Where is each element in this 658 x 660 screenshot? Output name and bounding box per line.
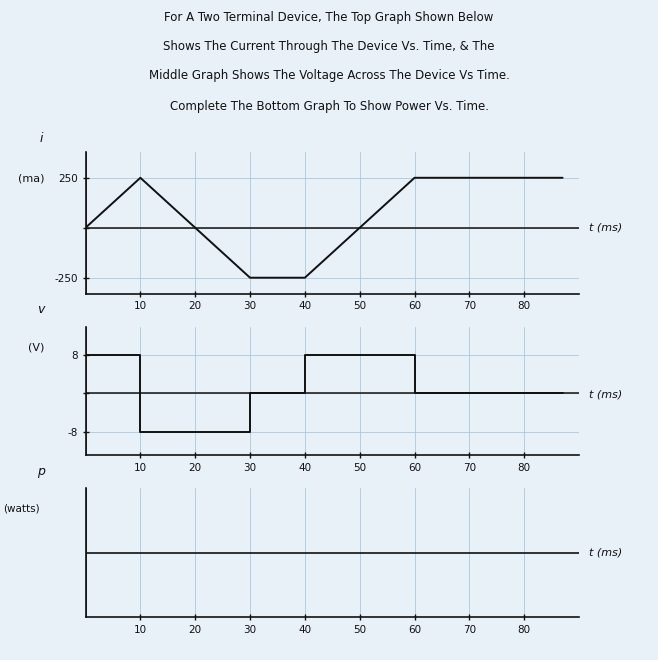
Text: p: p [38, 465, 45, 478]
Text: v: v [38, 304, 45, 316]
Text: t (ms): t (ms) [589, 548, 622, 558]
Text: Shows The Current Through The Device Vs. Time, & The: Shows The Current Through The Device Vs.… [163, 40, 495, 53]
Text: t (ms): t (ms) [589, 390, 622, 400]
Text: For A Two Terminal Device, The Top Graph Shown Below: For A Two Terminal Device, The Top Graph… [164, 11, 494, 24]
Text: Complete The Bottom Graph To Show Power Vs. Time.: Complete The Bottom Graph To Show Power … [170, 100, 488, 114]
Text: (V): (V) [28, 342, 44, 352]
Text: Middle Graph Shows The Voltage Across The Device Vs Time.: Middle Graph Shows The Voltage Across Th… [149, 69, 509, 82]
Text: (ma): (ma) [18, 173, 45, 183]
Text: t (ms): t (ms) [589, 222, 622, 232]
Text: (watts): (watts) [3, 504, 39, 514]
Text: i: i [39, 132, 43, 145]
